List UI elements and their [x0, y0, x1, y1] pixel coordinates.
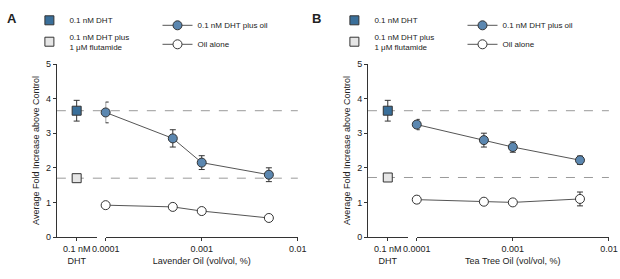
svg-text:1: 1 [46, 198, 51, 208]
svg-text:2: 2 [46, 163, 51, 173]
svg-text:3: 3 [46, 128, 51, 138]
svg-text:Average Fold Increase above Co: Average Fold Increase above Control [31, 76, 41, 225]
svg-text:B: B [312, 11, 321, 26]
svg-text:0.001: 0.001 [502, 244, 525, 254]
svg-text:5: 5 [357, 59, 362, 69]
svg-text:Oil alone: Oil alone [198, 40, 230, 49]
svg-text:4: 4 [357, 94, 362, 104]
svg-text:DHT: DHT [67, 256, 86, 266]
svg-text:0.001: 0.001 [190, 244, 213, 254]
svg-text:0.1 nM DHT: 0.1 nM DHT [69, 16, 112, 25]
svg-text:3: 3 [357, 128, 362, 138]
svg-text:0.01: 0.01 [600, 244, 618, 254]
svg-text:Average Fold Increase above Co: Average Fold Increase above Control [342, 76, 352, 225]
svg-text:0.0001: 0.0001 [403, 244, 431, 254]
svg-text:0: 0 [357, 232, 362, 242]
svg-text:0.1 nM DHT plus1 μM flutamide: 0.1 nM DHT plus1 μM flutamide [69, 33, 129, 52]
svg-text:Tea Tree Oil (vol/vol, %): Tea Tree Oil (vol/vol, %) [465, 256, 561, 266]
svg-text:0.1 nM DHT: 0.1 nM DHT [374, 16, 417, 25]
svg-text:0.0001: 0.0001 [92, 244, 120, 254]
svg-text:5: 5 [46, 59, 51, 69]
svg-text:0.01: 0.01 [289, 244, 307, 254]
svg-text:4: 4 [46, 94, 51, 104]
svg-text:0.1 nM DHT plus oil: 0.1 nM DHT plus oil [503, 21, 573, 30]
svg-text:Lavender Oil (vol/vol, %): Lavender Oil (vol/vol, %) [153, 256, 251, 266]
svg-text:0.1 nM DHT plus oil: 0.1 nM DHT plus oil [198, 21, 268, 30]
svg-text:DHT: DHT [379, 256, 398, 266]
svg-text:1: 1 [357, 198, 362, 208]
svg-text:0.1 nM: 0.1 nM [374, 244, 402, 254]
svg-text:0.1 nM: 0.1 nM [63, 244, 91, 254]
svg-text:A: A [7, 11, 17, 26]
svg-text:2: 2 [357, 163, 362, 173]
svg-text:0: 0 [46, 232, 51, 242]
svg-text:Oil alone: Oil alone [503, 40, 535, 49]
svg-text:0.1 nM DHT plus1 μM flutamide: 0.1 nM DHT plus1 μM flutamide [374, 33, 434, 52]
